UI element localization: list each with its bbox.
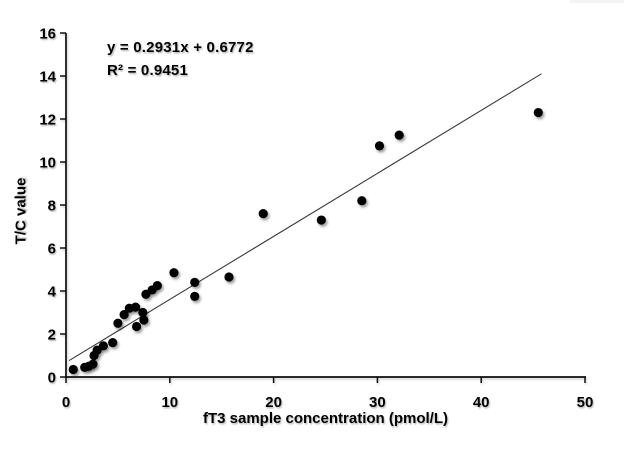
data-point-marker: [138, 307, 148, 318]
data-point-marker: [169, 268, 179, 278]
y-tick-label: 12: [39, 112, 56, 129]
data-point-marker: [152, 281, 162, 291]
data-point-marker: [224, 272, 234, 282]
window-edge-strip: [570, 0, 624, 3]
data-point-marker: [119, 310, 129, 320]
x-axis-label: fT3 sample concentration (pmol/L): [202, 410, 449, 427]
data-point-marker: [190, 291, 200, 301]
y-tick-label: 2: [48, 327, 56, 344]
x-tick-label: 40: [473, 394, 490, 411]
data-point-marker: [98, 341, 108, 351]
r-squared-text: R² = 0.9451: [107, 62, 189, 79]
y-tick-label: 16: [39, 26, 56, 43]
axis-tick-labels: 0 2 4 6 8 10 12 14 16 0 10 20 30 40 50: [39, 26, 593, 412]
data-point-marker: [68, 364, 78, 375]
y-tick-label: 8: [48, 198, 56, 215]
x-tick-label: 0: [62, 394, 70, 411]
axes: [60, 32, 586, 383]
data-point-marker: [108, 338, 118, 348]
data-point-marker: [394, 130, 404, 140]
data-point-marker: [131, 321, 142, 332]
data-point-marker: [316, 215, 326, 225]
y-tick-label: 6: [48, 241, 56, 258]
y-tick-label: 0: [48, 370, 56, 387]
data-points: [68, 107, 543, 375]
trendline: [68, 73, 542, 362]
y-tick-label: 4: [48, 284, 57, 301]
trendline-annotation: y = 0.2931x + 0.6772 R² = 0.9451: [107, 36, 254, 82]
equation-text: y = 0.2931x + 0.6772: [107, 39, 254, 56]
data-point-marker: [190, 277, 200, 287]
y-tick-label: 10: [39, 155, 56, 172]
data-point-marker: [258, 209, 268, 219]
data-point-marker: [374, 141, 385, 151]
regression-line: [68, 73, 542, 362]
data-point-marker: [357, 196, 367, 206]
data-point-marker: [88, 359, 98, 369]
y-tick-label: 14: [39, 69, 56, 86]
data-point-marker: [130, 302, 141, 312]
data-point-marker: [139, 315, 149, 325]
data-point-marker: [113, 318, 123, 328]
data-point-marker: [533, 107, 543, 118]
x-tick-label: 50: [577, 394, 594, 411]
x-tick-label: 30: [369, 394, 386, 411]
y-axis-label: T/C value: [12, 177, 30, 245]
x-tick-label: 20: [265, 394, 282, 411]
x-tick-label: 10: [161, 394, 178, 411]
